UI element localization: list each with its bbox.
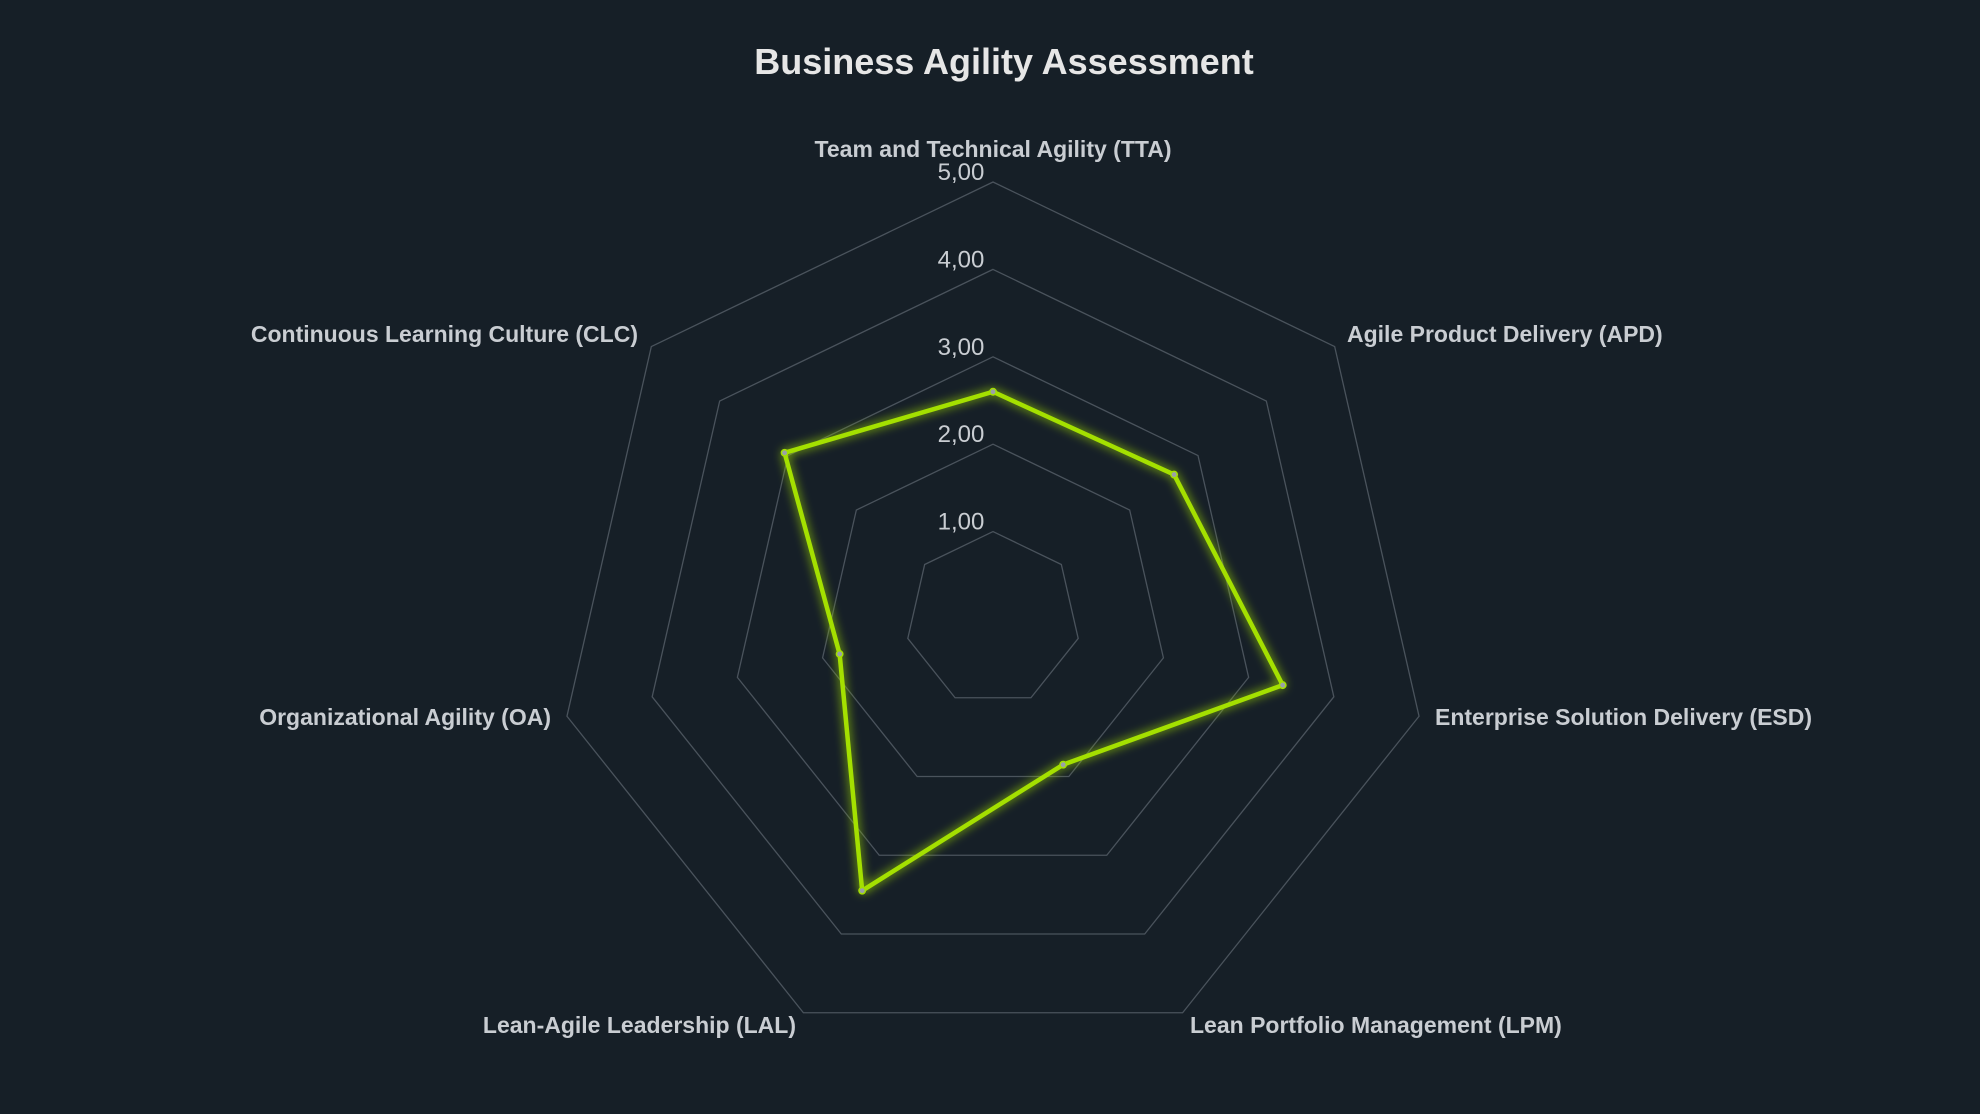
tick-label-layer: 1,00 2,00 3,00 4,00 5,00 <box>938 159 985 536</box>
tick-label: 5,00 <box>938 159 985 186</box>
axis-label: Agile Product Delivery (APD) <box>1347 321 1663 347</box>
data-point <box>780 448 789 457</box>
grid-ring-5 <box>566 181 1420 1014</box>
chart-title: Business Agility Assessment <box>754 41 1254 82</box>
series-layer <box>780 387 1287 895</box>
axis-label: Team and Technical Agility (TTA) <box>815 136 1172 162</box>
tick-label: 1,00 <box>938 509 985 536</box>
data-point <box>1278 681 1287 690</box>
axis-label-layer: Team and Technical Agility (TTA) Agile Pr… <box>251 136 1812 1038</box>
data-point <box>1170 470 1179 479</box>
grid-ring-3 <box>736 356 1250 856</box>
data-point <box>835 650 844 658</box>
axis-label: Organizational Agility (OA) <box>259 704 551 730</box>
axis-label: Continuous Learning Culture (CLC) <box>251 321 638 347</box>
data-point <box>989 387 997 396</box>
data-point <box>1059 760 1068 769</box>
grid-layer <box>566 181 1420 1014</box>
series-line <box>782 389 1285 893</box>
grid-ring-2 <box>821 443 1165 778</box>
axis-label: Enterprise Solution Delivery (ESD) <box>1435 704 1812 730</box>
tick-label: 4,00 <box>938 246 985 273</box>
tick-label: 2,00 <box>938 421 985 448</box>
axis-label: Lean Portfolio Management (LPM) <box>1190 1012 1562 1038</box>
data-point <box>858 886 867 895</box>
axis-label: Lean-Agile Leadership (LAL) <box>483 1012 796 1038</box>
grid-ring-4 <box>651 268 1335 935</box>
grid-ring-1 <box>907 530 1079 699</box>
tick-label: 3,00 <box>938 334 985 361</box>
